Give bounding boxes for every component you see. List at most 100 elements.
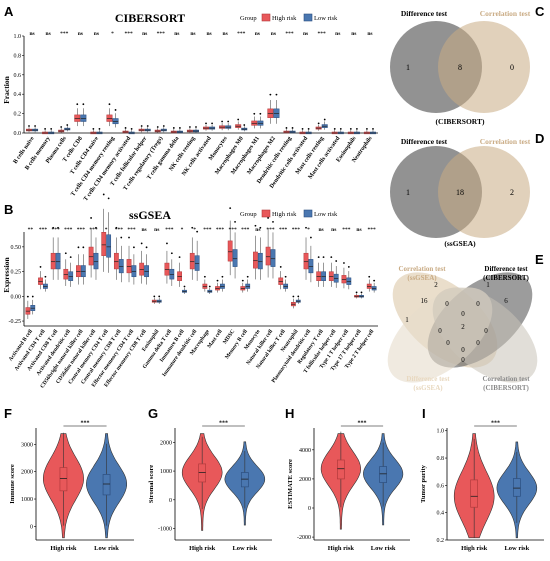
box-high xyxy=(227,240,233,262)
outlier-point xyxy=(166,242,168,245)
y-tick-label: 0.8 xyxy=(437,456,445,462)
panel-letter-d: D xyxy=(535,131,544,146)
panel-b-legend: Group High risk Low risk xyxy=(240,209,338,218)
legend-a-high-label: High risk xyxy=(272,15,297,22)
outlier-point xyxy=(259,112,262,115)
box xyxy=(240,472,249,488)
venn-e-label-1b: (ssGSEA) xyxy=(407,274,437,282)
box xyxy=(198,463,207,483)
outlier-point xyxy=(133,246,135,249)
box-low xyxy=(144,265,149,278)
venn-e-region-count: 1 xyxy=(486,281,490,289)
venn-e-label-4a: Correlation test xyxy=(482,375,530,383)
venn-e-label-1a: Correlation test xyxy=(398,265,446,273)
box-low xyxy=(257,252,263,270)
legend-a-title: Group xyxy=(240,15,257,22)
y-tick-label: 0.00 xyxy=(11,294,22,300)
outlier-point xyxy=(107,197,110,200)
y-tick-label: 4000 xyxy=(299,448,311,454)
outlier-point xyxy=(44,128,47,130)
box xyxy=(470,479,479,508)
outlier-point xyxy=(191,226,194,229)
significance-label: *** xyxy=(81,421,90,427)
y-tick-label: 2000 xyxy=(299,477,311,483)
y-tick-label: 0 xyxy=(308,506,311,512)
outlier-point xyxy=(307,128,310,130)
panel-a-legend: Group High risk Low risk xyxy=(240,13,338,22)
significance-label: ns xyxy=(78,31,83,37)
y-tick-label: 1.0 xyxy=(437,429,445,435)
outlier-point xyxy=(90,217,92,219)
significance-label: *** xyxy=(228,227,237,233)
venn-d-right-circle xyxy=(438,146,530,238)
venn-c-intersection: 8 xyxy=(458,63,462,72)
box xyxy=(379,466,387,483)
significance-label: *** xyxy=(285,31,294,37)
legend-b-low-swatch xyxy=(303,209,313,218)
outlier-point xyxy=(114,109,117,111)
outlier-point xyxy=(178,127,181,129)
y-tick-label: 0.2 xyxy=(14,112,22,118)
outlier-point xyxy=(221,275,224,278)
outlier-point xyxy=(323,118,326,121)
outlier-point xyxy=(259,226,262,229)
outlier-point xyxy=(285,127,288,129)
significance-label: ns xyxy=(174,31,179,37)
outlier-point xyxy=(82,246,85,249)
outlier-point xyxy=(322,256,325,259)
significance-label: ns xyxy=(356,227,361,233)
panel-letter-b: B xyxy=(4,202,13,217)
outlier-point xyxy=(234,220,236,223)
outlier-point xyxy=(229,207,232,210)
legend-a-high-swatch xyxy=(261,13,271,22)
y-tick-label: 0.6 xyxy=(437,483,445,489)
outlier-point xyxy=(269,93,272,96)
panel-letter-f: F xyxy=(4,406,12,421)
outlier-point xyxy=(267,217,269,219)
venn-e-region-count: 0 xyxy=(461,356,465,364)
significance-label: * xyxy=(105,227,108,233)
box xyxy=(337,459,345,480)
significance-label: ns xyxy=(351,31,356,37)
outlier-point xyxy=(366,128,368,130)
outlier-point xyxy=(253,112,256,115)
panel-f-immune-violin: 0 1000 2000 3000 Immune score High risk Low ri… xyxy=(9,421,134,552)
outlier-point xyxy=(292,295,295,298)
significance-label: *** xyxy=(358,421,367,427)
outlier-point xyxy=(297,295,300,298)
venn-e-label-2a: Difference test xyxy=(484,265,528,273)
outlier-point xyxy=(335,260,338,262)
outlier-point xyxy=(95,226,97,229)
outlier-point xyxy=(227,120,230,123)
outlier-point xyxy=(343,262,345,264)
box-high xyxy=(265,246,271,266)
box-low xyxy=(169,268,175,280)
significance-label: *** xyxy=(292,227,301,233)
outlier-point xyxy=(317,256,320,259)
y-tick-label: 0.8 xyxy=(14,53,22,59)
outlier-point xyxy=(355,291,358,294)
panel-letter-c: C xyxy=(535,4,545,19)
outlier-point xyxy=(162,125,165,127)
y-axis-label: Immune score xyxy=(9,464,16,504)
outlier-point xyxy=(246,275,249,278)
venn-e-region-count: 0 xyxy=(446,339,450,347)
outlier-point xyxy=(347,266,350,268)
outlier-point xyxy=(360,291,363,294)
y-tick-label: 0 xyxy=(169,498,172,504)
outlier-point xyxy=(310,236,312,239)
significance-label: * xyxy=(111,31,114,37)
outlier-point xyxy=(28,125,30,127)
outlier-point xyxy=(355,128,358,130)
outlier-point xyxy=(284,275,287,278)
box-low xyxy=(194,255,200,271)
venn-d-left-only: 1 xyxy=(406,188,410,197)
y-tick-label: -0.25 xyxy=(9,319,22,325)
x-tick-label: High risk xyxy=(461,545,488,552)
y-tick-label: 0.50 xyxy=(11,245,22,251)
y-tick-label: 2000 xyxy=(160,440,172,446)
venn-e-region-count: 0 xyxy=(445,300,449,308)
y-tick-label: 0.2 xyxy=(437,538,445,544)
outlier-point xyxy=(275,93,278,96)
outlier-point xyxy=(26,295,29,298)
